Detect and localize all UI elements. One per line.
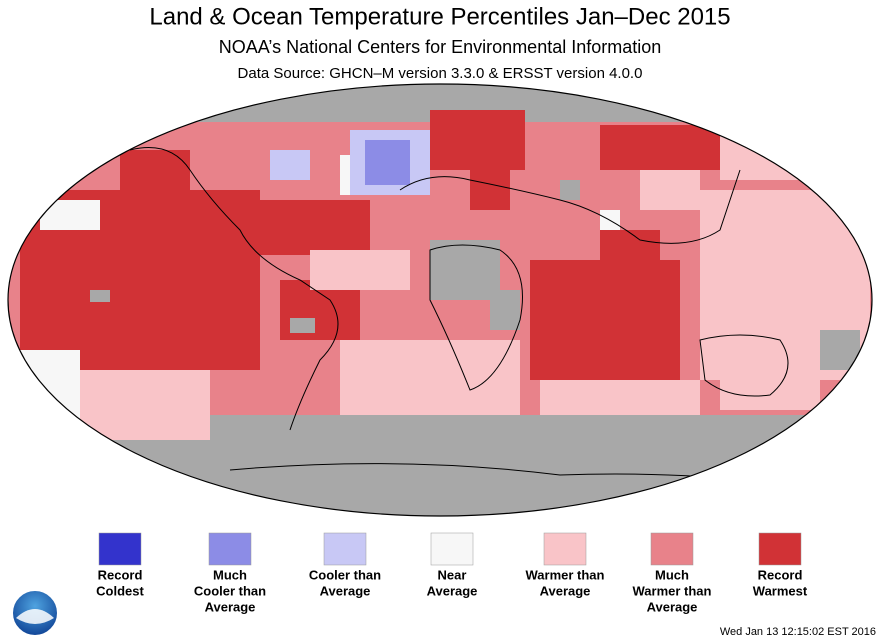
legend-swatch bbox=[208, 532, 252, 566]
map-cell bbox=[8, 440, 872, 516]
coastline bbox=[699, 334, 789, 397]
map-cell bbox=[40, 200, 100, 230]
legend-label: Warmer than bbox=[526, 567, 605, 582]
legend-swatch bbox=[323, 532, 367, 566]
subtitle: NOAA’s National Centers for Environmenta… bbox=[219, 37, 662, 57]
legend-swatch bbox=[98, 532, 142, 566]
map-cell bbox=[220, 200, 370, 255]
legend-swatch bbox=[650, 532, 694, 566]
legend-label: Much bbox=[213, 567, 247, 582]
legend-label: Average bbox=[320, 583, 371, 598]
title: Land & Ocean Temperature Percentiles Jan… bbox=[149, 3, 730, 30]
map-cell bbox=[120, 150, 190, 200]
map-cell bbox=[600, 125, 720, 170]
legend-swatch bbox=[430, 532, 474, 566]
map-cell bbox=[340, 340, 520, 420]
map-cell bbox=[10, 350, 80, 430]
map-cell bbox=[8, 418, 60, 443]
timestamp: Wed Jan 13 12:15:02 EST 2016 bbox=[720, 626, 876, 638]
map-cell bbox=[820, 330, 860, 370]
map-cell bbox=[365, 140, 410, 185]
map-cell bbox=[530, 260, 680, 380]
map-cell bbox=[430, 240, 500, 300]
legend-label: Cooler than bbox=[309, 567, 381, 582]
map-cell bbox=[90, 290, 110, 302]
legend-label: Record bbox=[98, 567, 143, 582]
noaa-logo-bird bbox=[16, 609, 54, 624]
source: Data Source: GHCN–M version 3.3.0 & ERSS… bbox=[238, 65, 643, 82]
legend-label: Coldest bbox=[96, 583, 144, 598]
map-cell bbox=[540, 380, 700, 420]
coastline bbox=[129, 147, 339, 431]
map-cell bbox=[600, 230, 660, 270]
coastline bbox=[429, 244, 523, 391]
map-cell bbox=[60, 425, 90, 440]
legend-swatch bbox=[543, 532, 587, 566]
map-cell bbox=[310, 250, 410, 290]
legend-swatch bbox=[758, 532, 802, 566]
map-cell bbox=[210, 415, 872, 445]
map-cell bbox=[270, 150, 310, 180]
legend-label: Cooler than bbox=[194, 583, 266, 598]
map-cell bbox=[640, 170, 700, 210]
map-cell bbox=[560, 180, 580, 200]
legend-label: Average bbox=[205, 599, 256, 614]
coastline bbox=[399, 169, 741, 244]
map-cell bbox=[490, 290, 520, 330]
legend-label: Warmer than bbox=[633, 583, 712, 598]
legend-label: Average bbox=[647, 599, 698, 614]
map-border bbox=[7, 83, 873, 517]
map-cell bbox=[470, 170, 510, 210]
legend-label: Near bbox=[438, 567, 467, 582]
legend-label: Record bbox=[758, 567, 803, 582]
map-cell bbox=[290, 318, 315, 333]
map-cell bbox=[430, 110, 525, 170]
legend-label: Average bbox=[427, 583, 478, 598]
legend-label: Average bbox=[540, 583, 591, 598]
legend-label: Much bbox=[655, 567, 689, 582]
legend-label: Warmest bbox=[753, 583, 808, 598]
